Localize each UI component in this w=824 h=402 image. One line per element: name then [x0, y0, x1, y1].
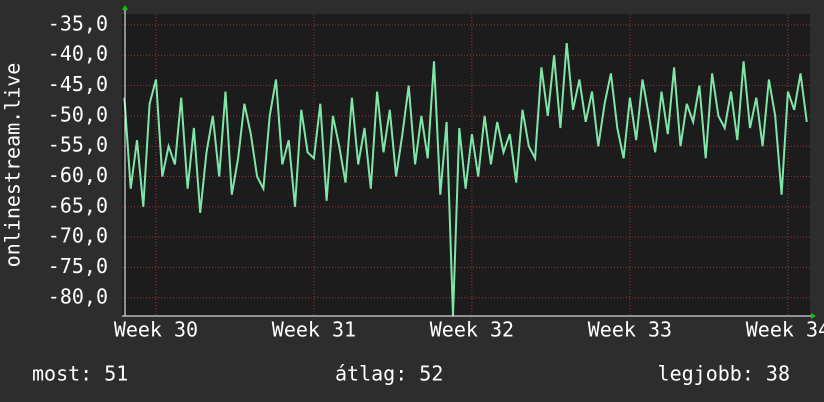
y-axis-title: onlinestream.live	[1, 63, 25, 268]
data-line	[123, 43, 808, 317]
y-tick-label: -75,0	[48, 254, 108, 278]
y-tick-label: -65,0	[48, 193, 108, 217]
stat-current: most: 51	[32, 362, 128, 386]
x-tick-label: Week 32	[430, 318, 514, 342]
x-axis-arrow	[811, 313, 816, 319]
y-tick-label: -80,0	[48, 284, 108, 308]
y-tick-label: -50,0	[48, 102, 108, 126]
y-tick-label: -45,0	[48, 72, 108, 96]
y-tick-label: -60,0	[48, 163, 108, 187]
y-tick-label: -55,0	[48, 133, 108, 157]
x-tick-label: Week 30	[114, 318, 198, 342]
stat-best: legjobb: 38	[658, 362, 790, 386]
x-tick-label: Week 33	[588, 318, 672, 342]
y-axis-arrow	[122, 5, 128, 10]
x-tick-label: Week 31	[272, 318, 356, 342]
y-tick-label: -35,0	[48, 11, 108, 35]
plot-area	[122, 14, 810, 316]
y-tick-label: -70,0	[48, 224, 108, 248]
stat-average: átlag: 52	[335, 362, 443, 386]
x-tick-label: Week 34	[746, 318, 824, 342]
y-tick-label: -40,0	[48, 42, 108, 66]
